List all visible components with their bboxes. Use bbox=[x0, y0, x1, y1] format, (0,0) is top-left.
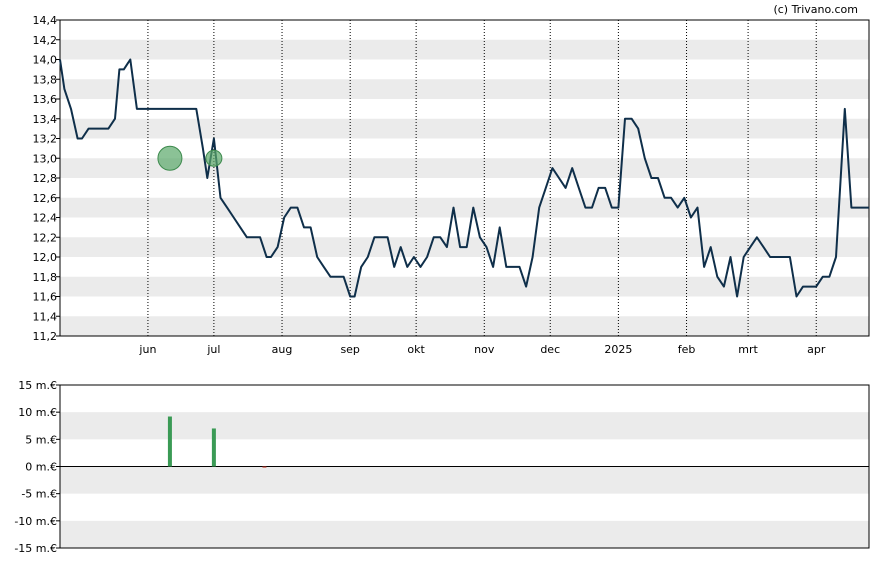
y-tick-label: 0 m.€ bbox=[25, 461, 57, 474]
price-band bbox=[60, 118, 869, 139]
x-tick-label: apr bbox=[807, 343, 826, 356]
y-tick-label: 13,8 bbox=[33, 73, 58, 86]
x-tick-label: okt bbox=[407, 343, 425, 356]
volume-band bbox=[60, 520, 869, 548]
y-tick-label: 14,2 bbox=[33, 34, 58, 47]
y-tick-label: 5 m.€ bbox=[25, 433, 57, 446]
x-tick-label: dec bbox=[540, 343, 560, 356]
x-tick-label: nov bbox=[474, 343, 495, 356]
y-tick-label: 14,0 bbox=[33, 54, 58, 67]
y-tick-label: 10 m.€ bbox=[18, 406, 57, 419]
volume-band bbox=[60, 466, 869, 494]
volume-plot-frame bbox=[59, 384, 870, 549]
x-tick-label: aug bbox=[272, 343, 293, 356]
volume-band bbox=[60, 412, 869, 440]
y-tick-label: 12,0 bbox=[33, 251, 58, 264]
x-tick-label: jun bbox=[138, 343, 156, 356]
price-line bbox=[59, 58, 869, 298]
price-band bbox=[60, 197, 869, 218]
transaction-marker bbox=[205, 149, 223, 167]
y-tick-label: 11,4 bbox=[33, 310, 58, 323]
credit-label: (c) Trivano.com bbox=[773, 3, 858, 16]
y-tick-label: 12,8 bbox=[33, 172, 58, 185]
x-tick-label: 2025 bbox=[604, 343, 632, 356]
y-tick-label: -15 m.€ bbox=[14, 542, 57, 555]
y-tick-label: 14,4 bbox=[33, 14, 58, 27]
y-tick-label: -5 m.€ bbox=[21, 488, 57, 501]
y-tick-label: -10 m.€ bbox=[14, 515, 57, 528]
price-panel: jun jul aug sep okt nov dec 2025 feb mrt apr 11,2 11… bbox=[33, 14, 870, 356]
volume-bar bbox=[167, 416, 172, 467]
y-tick-label: 12,4 bbox=[33, 212, 58, 225]
y-tick-label: 12,2 bbox=[33, 231, 58, 244]
y-tick-label: 11,8 bbox=[33, 271, 58, 284]
y-tick-label: 12,6 bbox=[33, 192, 58, 205]
x-tick-label: jul bbox=[206, 343, 220, 356]
price-band bbox=[60, 39, 869, 60]
price-band bbox=[60, 79, 869, 99]
y-tick-label: 11,6 bbox=[33, 291, 58, 304]
transaction-marker bbox=[157, 145, 183, 171]
price-band bbox=[60, 158, 869, 178]
price-band bbox=[60, 316, 869, 336]
price-band bbox=[60, 276, 869, 297]
x-tick-label: mrt bbox=[738, 343, 758, 356]
x-tick-label: feb bbox=[678, 343, 696, 356]
y-tick-label: 13,6 bbox=[33, 93, 58, 106]
y-tick-label: 15 m.€ bbox=[18, 379, 57, 392]
x-tick-label: sep bbox=[340, 343, 359, 356]
y-tick-label: 13,2 bbox=[33, 133, 58, 146]
y-tick-label: 11,2 bbox=[33, 330, 58, 343]
volume-bar bbox=[211, 428, 216, 467]
volume-panel: -15 m.€ -10 m.€ -5 m.€ 0 m.€ 5 m.€ 10 m.€ 15 m… bbox=[14, 379, 870, 555]
volume-bar bbox=[262, 466, 267, 468]
y-tick-label: 13,4 bbox=[33, 113, 58, 126]
y-tick-label: 13,0 bbox=[33, 152, 58, 165]
price-plot-frame bbox=[59, 19, 870, 337]
